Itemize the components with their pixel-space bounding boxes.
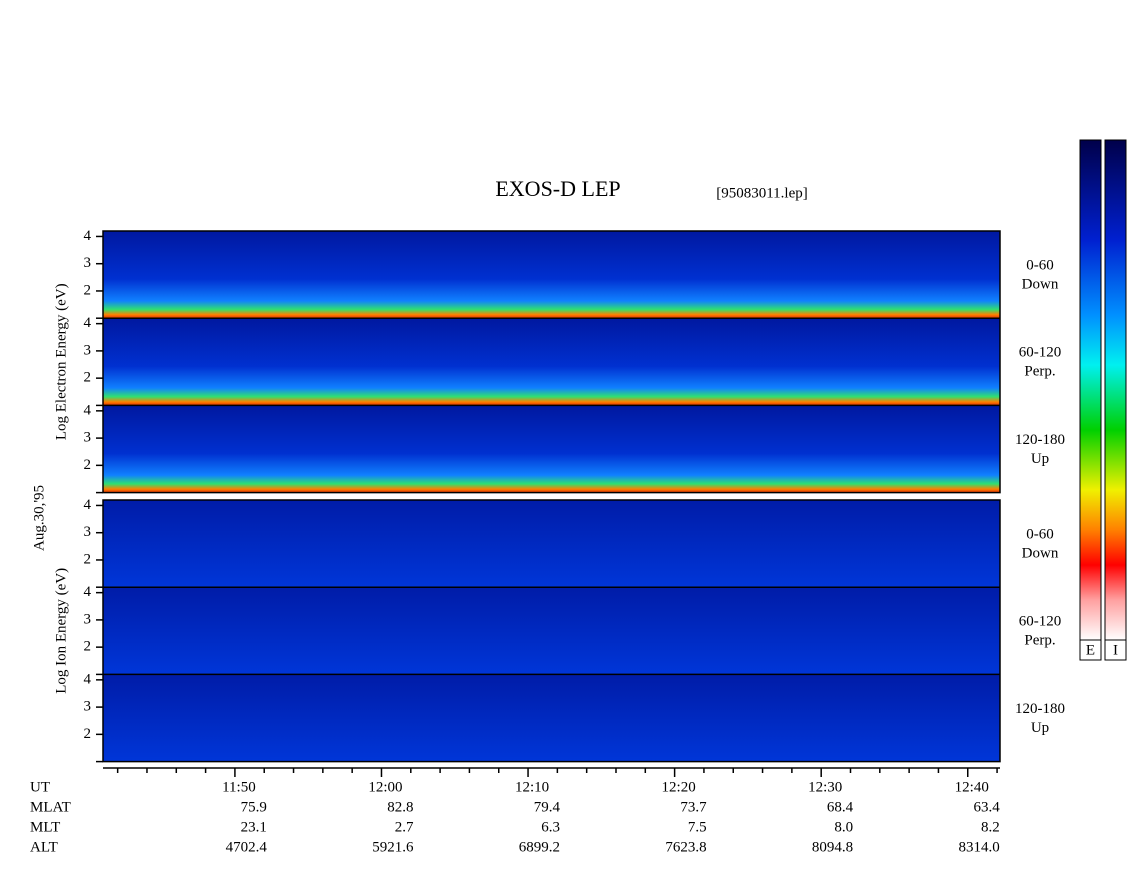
orbit-value: 68.4 [827, 799, 854, 815]
spectrogram [103, 405, 1000, 493]
y-tick-label: 3 [84, 255, 92, 271]
colorbar-label: E [1086, 642, 1095, 658]
orbit-value: 8094.8 [812, 839, 853, 855]
panel-label: 0-60 [1026, 257, 1054, 273]
x-tick-label: 12:10 [515, 779, 549, 795]
y-tick-label: 2 [84, 639, 92, 655]
orbit-value: 6899.2 [519, 839, 560, 855]
panel-frame [102, 499, 1001, 763]
orbit-value: 63.4 [974, 799, 1001, 815]
y-tick-label: 4 [84, 228, 92, 244]
orbit-value: 4702.4 [226, 839, 268, 855]
panel-sublabel: Perp. [1024, 633, 1055, 649]
x-tick-label: 11:50 [222, 779, 256, 795]
orbit-name: MLAT [30, 799, 71, 815]
panel-label: 0-60 [1026, 526, 1054, 542]
y-tick-label: 4 [84, 402, 92, 418]
orbit-value: 73.7 [680, 799, 707, 815]
spectrogram [103, 318, 1000, 406]
y-axis-label: Log Electron Energy (eV) [53, 283, 69, 440]
orbit-value: 75.9 [241, 799, 267, 815]
panel-sublabel: Up [1031, 720, 1049, 736]
x-tick-label: 12:30 [808, 779, 842, 795]
orbit-value: 8314.0 [959, 839, 1000, 855]
panel-sublabel: Perp. [1024, 364, 1055, 380]
panel-label: 60-120 [1019, 614, 1062, 630]
orbit-value: 8.2 [981, 819, 1000, 835]
panel-frame [102, 230, 1001, 494]
file-name: [95083011.lep] [716, 185, 808, 201]
colorbar-label-box [1104, 639, 1127, 661]
spectrogram [103, 674, 1000, 762]
y-tick-label: 3 [84, 699, 92, 715]
panel-sublabel: Down [1022, 545, 1059, 561]
colorbar [1104, 139, 1127, 641]
title: EXOS-D LEP [495, 176, 620, 201]
y-tick-label: 4 [84, 315, 92, 331]
orbit-value: 82.8 [387, 799, 413, 815]
orbit-value: 7623.8 [665, 839, 706, 855]
orbit-value: 5921.6 [372, 839, 414, 855]
y-tick-label: 3 [84, 611, 92, 627]
orbit-name: ALT [30, 839, 58, 855]
panel-sublabel: Up [1031, 451, 1049, 467]
panel-label: 120-180 [1015, 432, 1065, 448]
y-tick-label: 3 [84, 524, 92, 540]
y-tick-label: 4 [84, 497, 92, 513]
colorbar [1079, 139, 1102, 641]
spectrogram [103, 231, 1000, 319]
orbit-value: 79.4 [534, 799, 561, 815]
panel-sublabel: Down [1022, 276, 1059, 292]
orbit-value: 8.0 [834, 819, 853, 835]
spectrogram [103, 587, 1000, 675]
spectrogram [103, 500, 1000, 588]
y-axis-label: Log Ion Energy (eV) [53, 568, 69, 694]
y-tick-label: 2 [84, 457, 92, 473]
panel-label: 120-180 [1015, 701, 1065, 717]
y-tick-label: 2 [84, 551, 92, 567]
colorbar-label: I [1113, 642, 1118, 658]
x-tick-label: 12:40 [955, 779, 989, 795]
y-tick-label: 2 [84, 282, 92, 298]
x-tick-label: 12:20 [662, 779, 696, 795]
y-tick-label: 4 [84, 671, 92, 687]
x-tick-label: 12:00 [368, 779, 402, 795]
date: Aug.30,'95 [31, 485, 47, 551]
orbit-value: 7.5 [688, 819, 707, 835]
x-label: UT [30, 779, 50, 795]
orbit-value: 23.1 [241, 819, 267, 835]
y-tick-label: 4 [84, 584, 92, 600]
orbit-value: 6.3 [541, 819, 560, 835]
y-tick-label: 3 [84, 430, 92, 446]
orbit-value: 2.7 [395, 819, 414, 835]
y-tick-label: 2 [84, 726, 92, 742]
panel-label: 60-120 [1019, 345, 1062, 361]
y-tick-label: 3 [84, 342, 92, 358]
y-tick-label: 2 [84, 370, 92, 386]
colorbar-label-box [1079, 639, 1102, 661]
orbit-name: MLT [30, 819, 60, 835]
